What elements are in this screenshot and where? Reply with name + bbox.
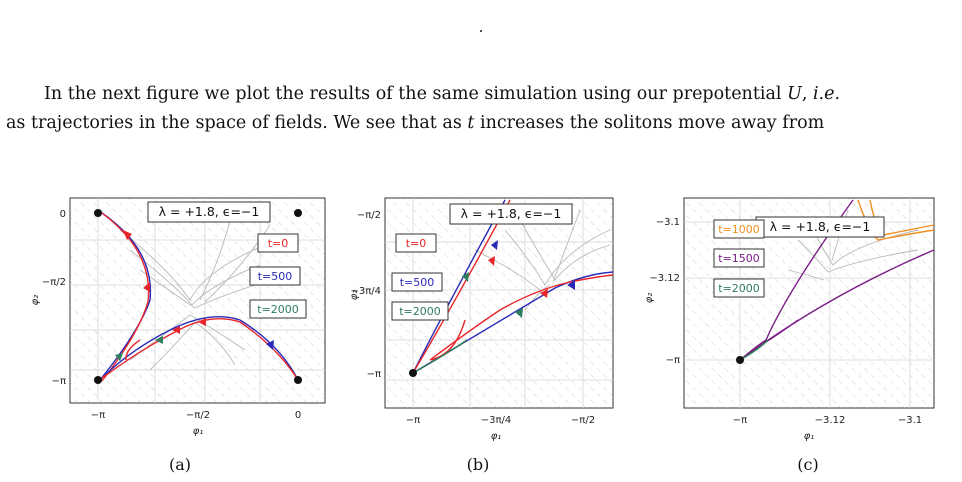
xtick-2: −π/2 <box>186 410 210 421</box>
line1-mid: , <box>801 84 813 104</box>
panel-title: λ = +1.8, ϵ=−1 <box>461 206 562 221</box>
legend-box-3 <box>391 301 449 321</box>
xtick-3: −3.1 <box>898 415 922 426</box>
var-t: t <box>467 113 475 133</box>
top-mark: . <box>478 18 484 36</box>
legend-box-3 <box>713 278 765 298</box>
legend-label-1: t=1000 <box>718 223 760 236</box>
ie-text: i.e. <box>812 84 841 104</box>
var-U: U <box>787 84 802 104</box>
x-axis-label: φ₁ <box>491 431 502 442</box>
caption-a: (a) <box>168 455 192 474</box>
legend-label-1: t=0 <box>268 237 289 250</box>
figure-panel-c: λ = +1.8, ϵ=−1 t=1000 t=1500 t=2000 −π −… <box>644 190 943 442</box>
legend-label-1: t=0 <box>406 237 427 250</box>
panel-title: λ = +1.8, ϵ=−1 <box>159 204 260 219</box>
legend-box-2 <box>391 272 443 292</box>
trajectory-arrows <box>115 230 274 361</box>
legend-box-3 <box>249 299 307 319</box>
legend-box-2 <box>713 248 765 268</box>
panel-c-plot: λ = +1.8, ϵ=−1 t=1000 t=1500 t=2000 −π −… <box>644 197 935 442</box>
critical-point <box>409 369 417 377</box>
y-axis-label: φ₂ <box>30 295 41 306</box>
y-axis-label: φ₂ <box>644 293 655 304</box>
ytick-2: −3.12 <box>649 273 680 284</box>
legend-box-2 <box>249 266 301 286</box>
ytick-3: −π <box>666 355 680 366</box>
ytick-1: −3.1 <box>656 217 680 228</box>
legend-label-3: t=2000 <box>257 303 299 316</box>
trajectory-arrows <box>462 240 575 318</box>
grid-lines <box>70 198 325 403</box>
panel-b-plot: λ = +1.8, ϵ=−1 t=0 t=500 t=2000 −π −3π/4… <box>349 197 614 442</box>
legend-box-1 <box>713 219 765 239</box>
legend-label-2: t=500 <box>258 270 293 283</box>
x-axis-label: φ₁ <box>193 426 204 437</box>
ytick-2: −3π/4 <box>351 286 382 297</box>
ytick-3: −π <box>367 369 381 380</box>
paragraph-line-1: In the next figure we plot the results o… <box>44 80 840 109</box>
x-axis-label: φ₁ <box>804 431 815 442</box>
xtick-2: −3.12 <box>815 415 846 426</box>
xtick-1: −π <box>91 410 105 421</box>
legend-label-2: t=500 <box>400 276 435 289</box>
critical-point <box>736 356 744 364</box>
title-box <box>449 203 573 225</box>
figure-panel-a: λ = +1.8, ϵ=−1 t=0 t=500 t=2000 −π −π/2 … <box>30 190 330 440</box>
legend-box-1 <box>257 233 299 253</box>
figure-panel-b: λ = +1.8, ϵ=−1 t=0 t=500 t=2000 −π −3π/4… <box>349 190 625 442</box>
ytick-1: 0 <box>60 209 66 220</box>
caption-b: (b) <box>466 455 490 474</box>
legend-box-1 <box>395 233 437 253</box>
xtick-2: −3π/4 <box>481 415 512 426</box>
title-box <box>147 201 271 223</box>
y-axis-label: φ₂ <box>349 290 360 301</box>
critical-points <box>94 209 302 384</box>
legend-label-3: t=2000 <box>718 282 760 295</box>
ytick-1: −π/2 <box>357 210 381 221</box>
xtick-1: −π <box>733 415 747 426</box>
legend-label-2: t=1500 <box>718 252 760 265</box>
line2-text: as trajectories in the space of fields. … <box>6 113 468 133</box>
panel-a-plot: λ = +1.8, ϵ=−1 t=0 t=500 t=2000 −π −π/2 … <box>30 197 326 437</box>
ytick-2: −π/2 <box>42 277 66 288</box>
ytick-3: −π <box>52 376 66 387</box>
panel-title: λ = +1.8, ϵ=−1 <box>770 219 871 234</box>
caption-c: (c) <box>797 455 819 474</box>
legend-label-3: t=2000 <box>399 305 441 318</box>
line2-tail: increases the solitons move away from <box>474 113 825 133</box>
xtick-1: −π <box>406 415 420 426</box>
xtick-3: 0 <box>295 410 301 421</box>
xtick-3: −π/2 <box>571 415 595 426</box>
paragraph-line-2: as trajectories in the space of fields. … <box>6 109 824 138</box>
line1-text: In the next figure we plot the results o… <box>44 84 788 104</box>
